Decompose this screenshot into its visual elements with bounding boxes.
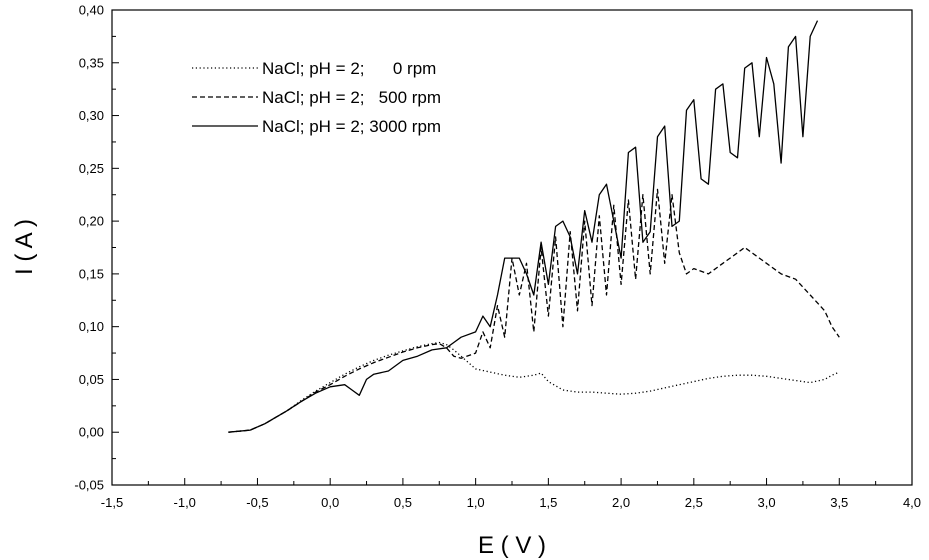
- x-tick-label: 2,0: [612, 495, 630, 510]
- series-line-2: [228, 188, 840, 433]
- legend-label-3: NaCl; pH = 2; 3000 rpm: [262, 117, 441, 136]
- y-tick-label: 0,35: [79, 55, 104, 70]
- y-tick-label: 0,25: [79, 161, 104, 176]
- x-tick-label: 4,0: [903, 495, 921, 510]
- x-tick-label: 0,0: [321, 495, 339, 510]
- y-tick-label: 0,15: [79, 266, 104, 281]
- x-tick-label: 3,0: [758, 495, 776, 510]
- x-tick-label: -0,5: [246, 495, 268, 510]
- legend-label-2: NaCl; pH = 2; 500 rpm: [262, 88, 441, 107]
- y-tick-label: -0,05: [74, 478, 104, 493]
- series-line-1: [228, 341, 840, 433]
- y-tick-label: 0,10: [79, 319, 104, 334]
- y-tick-label: 0,30: [79, 108, 104, 123]
- x-tick-label: -1,5: [101, 495, 123, 510]
- y-tick-label: 0,00: [79, 425, 104, 440]
- x-tick-label: 2,5: [685, 495, 703, 510]
- y-tick-label: 0,20: [79, 214, 104, 229]
- y-tick-label: 0,05: [79, 372, 104, 387]
- x-tick-label: 1,0: [467, 495, 485, 510]
- x-tick-label: 3,5: [830, 495, 848, 510]
- y-tick-label: 0,40: [79, 3, 104, 18]
- x-tick-label: 1,5: [539, 495, 557, 510]
- legend-label-1: NaCl; pH = 2; 0 rpm: [262, 59, 436, 78]
- plot-frame: [111, 9, 913, 486]
- y-axis-ticks: -0,05 0,00 0,05 0,10 0,15 0,20 0,25 0,30 0,35 0,4…: [74, 3, 119, 493]
- series-layer: [228, 20, 840, 433]
- y-axis-title: I ( A ): [11, 219, 38, 275]
- series-line-3: [228, 20, 819, 433]
- legend: NaCl; pH = 2; 0 rpm NaCl; pH = 2; 500 rpm…: [192, 59, 441, 136]
- x-tick-label: 0,5: [394, 495, 412, 510]
- x-tick-label: -1,0: [174, 495, 196, 510]
- x-axis-ticks: -1,5 -1,0 -0,5 0,0 0,5 1,0 1,5 2,0 2,5 3,0 3,5 4,0: [101, 478, 921, 510]
- x-axis-title: E ( V ): [478, 532, 546, 559]
